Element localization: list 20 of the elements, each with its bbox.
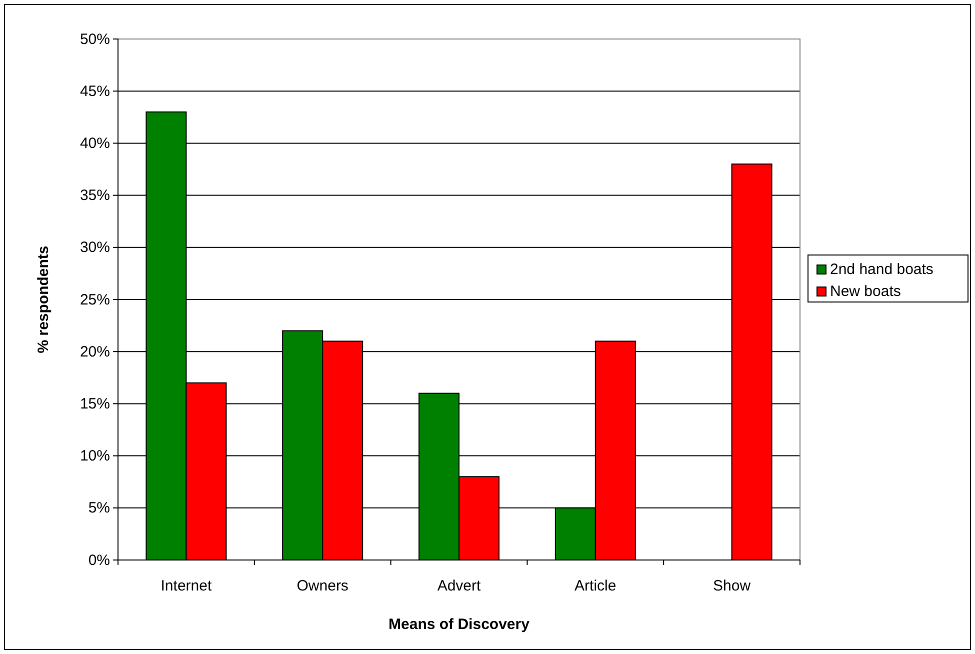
y-tick-label: 30% <box>80 239 110 256</box>
x-tick-label: Article <box>574 578 616 595</box>
y-tick-label: 5% <box>88 500 110 517</box>
y-tick-label: 20% <box>80 343 110 360</box>
x-tick-label: Advert <box>437 578 482 595</box>
y-tick-label: 15% <box>80 396 110 412</box>
y-tick-label: 25% <box>80 291 110 308</box>
y-tick-label: 40% <box>80 135 110 152</box>
x-tick-label: Show <box>713 578 751 595</box>
y-tick-label: 45% <box>80 82 110 100</box>
x-axis-title: Means of Discovery <box>388 616 530 633</box>
x-tick-label: Owners <box>296 578 348 595</box>
y-tick-label: 10% <box>80 448 110 465</box>
legend-label: 2nd hand boats <box>830 261 934 278</box>
x-tick-label: Internet <box>160 578 212 595</box>
y-tick-label: 35% <box>80 187 110 204</box>
y-tick-label: 0% <box>88 552 110 569</box>
legend-label: New boats <box>830 283 901 300</box>
y-axis-title: % respondents <box>35 246 52 354</box>
y-tick-label: 50% <box>80 30 110 48</box>
